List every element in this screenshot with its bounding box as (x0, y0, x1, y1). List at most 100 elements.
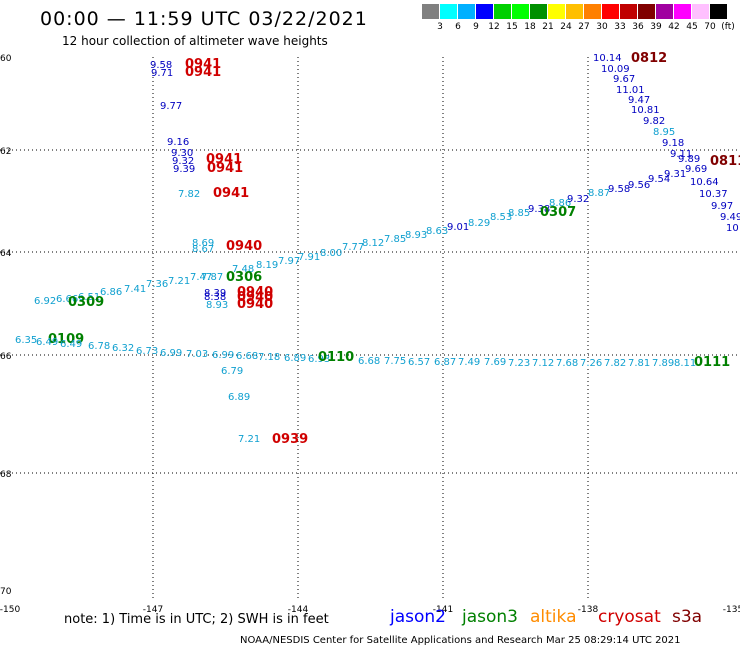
wave-height-label: 7.91 (298, 252, 320, 263)
wave-height-label: 7.81 (628, 358, 650, 369)
wave-height-label: 7.87 (201, 272, 223, 283)
wave-height-label: 9.49 (720, 212, 740, 223)
wave-height-label: 6.51 (78, 292, 100, 303)
wave-height-label: 6.49 (60, 339, 82, 350)
wave-height-label: 8.69 (192, 238, 214, 249)
pass-time-label: 0306 (226, 270, 262, 285)
wave-height-label: 9.58 (150, 60, 172, 71)
wave-height-label: 8.93 (206, 300, 228, 311)
wave-height-label: 6.89 (228, 392, 250, 403)
pass-time-label: 0309 (68, 295, 104, 310)
wave-height-label: 6.68 (236, 351, 258, 362)
wave-height-label: 9.67 (613, 74, 635, 85)
wave-height-label: 7.97 (278, 256, 300, 267)
wave-height-label: 7.21 (168, 276, 190, 287)
colorbar-swatch (656, 4, 673, 19)
lat-label: 60 (0, 54, 12, 64)
wave-height-label: 7.23 (508, 358, 530, 369)
wave-height-label: 6.89 (284, 353, 306, 364)
colorbar-label: (ft) (721, 22, 735, 32)
colorbar-swatch (566, 4, 583, 19)
wave-height-label: 9.16 (167, 137, 189, 148)
lon-label: -147 (143, 605, 163, 615)
wave-height-label: 6.68 (358, 356, 380, 367)
pass-time-label: 0940 (226, 239, 262, 254)
wave-height-label: 8.12 (362, 238, 384, 249)
lon-label: -144 (288, 605, 309, 615)
pass-time-label: 0941 (206, 152, 242, 167)
wave-height-label: 7.21 (238, 434, 260, 445)
wave-height-label: 9.56 (628, 180, 650, 191)
wave-height-label: 8.29 (468, 218, 490, 229)
lat-label: 64 (0, 249, 12, 259)
wave-height-label: 9.82 (643, 116, 665, 127)
wave-height-label: 7.12 (532, 358, 554, 369)
wave-height-label: 6.87 (434, 357, 456, 368)
wave-height-label: 7.03 (186, 349, 208, 360)
wave-height-label: 9.97 (711, 201, 733, 212)
wave-height-label: 8.53 (490, 212, 512, 223)
colorbar-swatch (674, 4, 691, 19)
legend-cryosat: cryosat (598, 607, 661, 627)
wave-height-label: 9.32 (172, 156, 194, 167)
wave-height-label: 8.67 (192, 244, 214, 255)
colorbar-label: 33 (614, 22, 626, 32)
wave-height-label: 9.58 (608, 184, 630, 195)
wave-height-label: 9.18 (662, 138, 684, 149)
wave-height-label: 9.71 (151, 68, 173, 79)
wave-height-label: 7.41 (124, 284, 146, 295)
colorbar-label: 70 (704, 22, 716, 32)
wave-height-label: 10.37 (699, 189, 728, 200)
wave-height-label: 6.92 (34, 296, 56, 307)
pass-time-label: 0940 (237, 290, 273, 305)
wave-height-label: 9.31 (664, 169, 686, 180)
wave-height-label: 8.11 (674, 358, 696, 369)
wave-height-label: 7.49 (458, 357, 480, 368)
colorbar-label: 9 (473, 22, 479, 32)
legend-s3a: s3a (672, 607, 703, 627)
legend-altika: altika (530, 607, 577, 627)
wave-height-label: 9.38 (528, 204, 550, 215)
wave-height-label: 7.82 (178, 189, 200, 200)
wave-height-label: 8.85 (508, 208, 530, 219)
colorbar-swatch (548, 4, 565, 19)
wave-height-label: 6.99 (212, 350, 234, 361)
wave-height-label: 7.89 (652, 358, 674, 369)
colorbar-swatch (440, 4, 457, 19)
lon-label: -150 (0, 605, 20, 615)
map-subtitle: 12 hour collection of altimeter wave hei… (62, 34, 328, 48)
wave-height-label: 8.39 (204, 288, 226, 299)
pass-time-label: 0941 (185, 65, 221, 80)
map-title: 00:00 — 11:59 UTC 03/22/2021 (40, 8, 368, 30)
wave-height-label: 7.82 (604, 358, 626, 369)
wave-height-label: 9.32 (567, 194, 589, 205)
wave-height-label: 8.87 (588, 188, 610, 199)
wave-height-label: 6.79 (221, 366, 243, 377)
legend-jason3: jason3 (462, 607, 518, 627)
pass-time-label: 0307 (540, 205, 576, 220)
wave-height-label: 9.11 (670, 149, 692, 160)
colorbar-label: 36 (632, 22, 644, 32)
wave-height-label: 7.75 (384, 356, 406, 367)
lat-label: 68 (0, 470, 12, 480)
colorbar-label: 42 (668, 22, 680, 32)
wave-height-label: 6.32 (112, 343, 134, 354)
wave-height-label: 9.54 (648, 174, 670, 185)
colorbar-label: 27 (578, 22, 590, 32)
wave-height-label: 8.86 (549, 198, 571, 209)
pass-time-label: 0109 (48, 332, 84, 347)
colorbar-swatch (476, 4, 493, 19)
credit-line: NOAA/NESDIS Center for Satellite Applica… (240, 635, 681, 646)
wave-height-label: 8.93 (405, 230, 427, 241)
wave-height-label: 7.77 (342, 242, 364, 253)
pass-time-label: 0941 (207, 161, 243, 176)
footer-note: note: 1) Time is in UTC; 2) SWH is in fe… (64, 612, 329, 627)
wave-height-label: 8.38 (204, 292, 226, 303)
wave-height-label: 6.78 (88, 341, 110, 352)
lat-label: 70 (0, 587, 12, 597)
wave-height-label: 6.99 (160, 348, 182, 359)
colorbar-swatch (584, 4, 601, 19)
wave-height-label: 9.01 (447, 222, 469, 233)
